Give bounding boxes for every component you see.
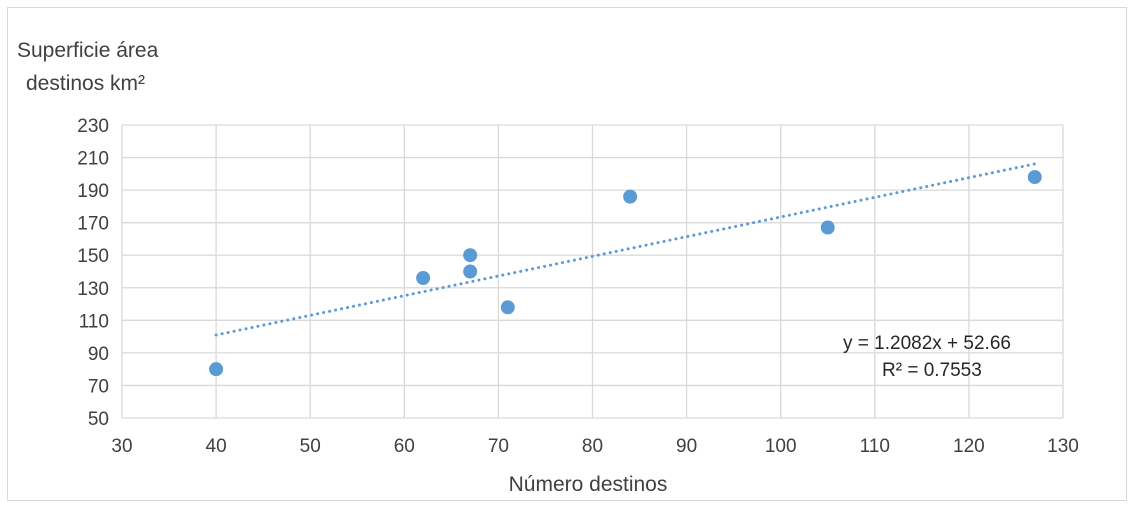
y-tick-label: 230 <box>77 116 109 137</box>
x-tick-label: 130 <box>1047 436 1079 457</box>
trendline-path <box>214 162 1037 337</box>
y-tick-label: 50 <box>88 409 109 430</box>
data-point <box>623 189 638 204</box>
data-point <box>463 264 478 279</box>
y-tick-label: 190 <box>77 181 109 202</box>
data-point <box>1027 170 1042 185</box>
y-tick-label: 130 <box>77 279 109 300</box>
y-tick-label: 70 <box>88 376 109 397</box>
data-point <box>416 271 431 286</box>
x-tick-label: 30 <box>111 436 132 457</box>
x-axis-title: Número destinos <box>509 473 668 496</box>
scatter-chart: Superficie área destinos km² 50 70 90 110 13… <box>17 39 1079 496</box>
trendline-equation: y = 1.2082x + 52.66 <box>843 333 1011 354</box>
x-tick-label: 40 <box>206 436 227 457</box>
data-points <box>209 170 1042 377</box>
y-tick-label: 150 <box>77 246 109 267</box>
data-point <box>209 362 224 377</box>
chart-frame: Superficie área destinos km² 50 70 90 110 13… <box>7 7 1127 501</box>
x-tick-label: 70 <box>488 436 509 457</box>
y-tick-label: 110 <box>79 311 109 332</box>
y-tick-label: 210 <box>77 149 109 170</box>
x-tick-label: 80 <box>582 436 603 457</box>
x-tick-label: 90 <box>676 436 697 457</box>
x-tick-label: 110 <box>860 436 890 457</box>
y-axis-title-line1: Superficie área <box>17 39 159 62</box>
data-point <box>500 300 515 315</box>
data-point <box>463 248 478 263</box>
x-tick-label: 60 <box>394 436 415 457</box>
trendline <box>214 162 1037 337</box>
x-axis-ticks: 30 40 50 60 70 80 90 100 110 120 130 <box>111 436 1078 457</box>
y-tick-label: 170 <box>77 214 109 235</box>
x-tick-label: 50 <box>300 436 321 457</box>
x-tick-label: 100 <box>765 436 797 457</box>
y-axis-ticks: 50 70 90 110 130 150 170 190 210 230 <box>77 116 109 430</box>
y-tick-label: 90 <box>88 344 109 365</box>
trendline-r-squared: R² = 0.7553 <box>882 360 982 381</box>
x-tick-label: 120 <box>953 436 985 457</box>
data-point <box>820 220 835 235</box>
y-axis-title-line2: destinos km² <box>26 72 145 95</box>
